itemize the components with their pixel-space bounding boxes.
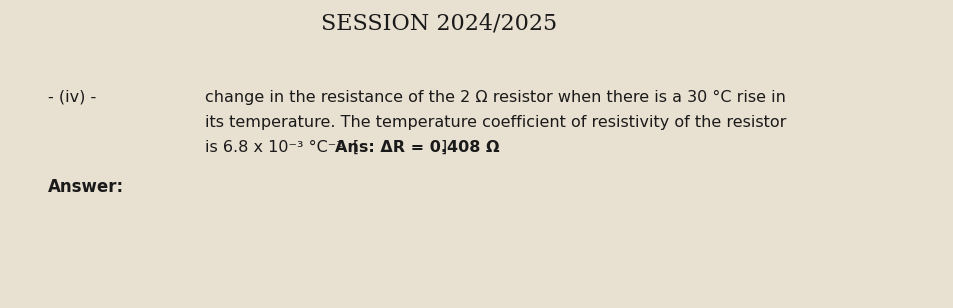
Text: its temperature. The temperature coefficient of resistivity of the resistor: its temperature. The temperature coeffic… <box>205 115 785 130</box>
Text: Answer:: Answer: <box>48 178 124 196</box>
Text: SESSION 2024/2025: SESSION 2024/2025 <box>320 12 557 34</box>
Text: Ans: ΔR = 0.408 Ω: Ans: ΔR = 0.408 Ω <box>335 140 499 155</box>
Text: - (iv) -: - (iv) - <box>48 90 96 105</box>
Text: ]: ] <box>440 140 447 155</box>
Text: is 6.8 x 10⁻³ °C⁻¹. [: is 6.8 x 10⁻³ °C⁻¹. [ <box>205 140 359 155</box>
Text: change in the resistance of the 2 Ω resistor when there is a 30 °C rise in: change in the resistance of the 2 Ω resi… <box>205 90 785 105</box>
